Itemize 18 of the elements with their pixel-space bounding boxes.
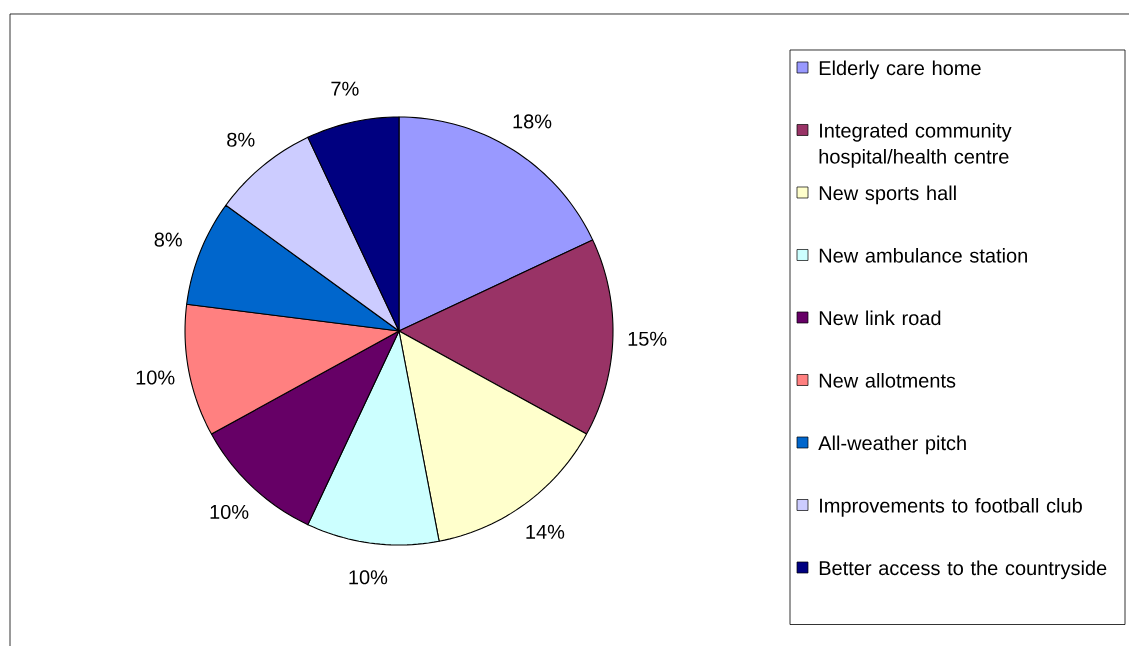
data-label: 7% bbox=[331, 81, 359, 96]
data-label: 18% bbox=[513, 114, 552, 129]
data-label: 8% bbox=[154, 232, 182, 247]
legend-label: Elderly care home bbox=[819, 60, 981, 80]
legend-label: New link road bbox=[819, 310, 941, 326]
data-label: 15% bbox=[628, 331, 667, 346]
data-label: 10% bbox=[349, 570, 388, 585]
legend-label: Better access to the countryside bbox=[819, 560, 1107, 580]
data-label: 10% bbox=[136, 370, 175, 385]
data-label: 10% bbox=[210, 504, 249, 520]
legend-label: New ambulance station bbox=[819, 248, 1027, 263]
legend-label: All-weather pitch bbox=[818, 435, 966, 455]
data-label: 8% bbox=[227, 132, 255, 147]
legend-label: Integrated community hospital/health centre bbox=[819, 123, 1012, 168]
data-label: 14% bbox=[526, 524, 565, 539]
legend-label: New allotments bbox=[819, 373, 956, 388]
legend-label: New sports hall bbox=[819, 185, 956, 205]
legend-label: Improvements to football club bbox=[820, 498, 1082, 517]
